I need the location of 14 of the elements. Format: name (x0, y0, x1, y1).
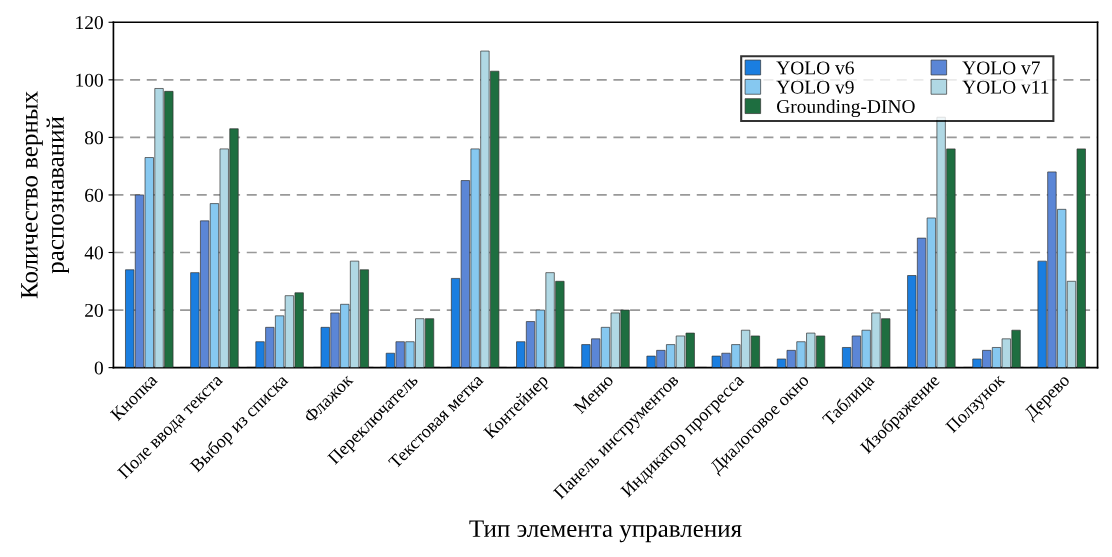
legend-label: Grounding-DINO (776, 99, 915, 118)
legend-label: YOLO v11 (962, 80, 1049, 94)
y-tick-label: 60 (85, 188, 103, 202)
legend-label: YOLO v6 (776, 61, 854, 75)
x-axis-title: Тип элемента управления (469, 520, 742, 543)
legend-label: YOLO v9 (776, 80, 854, 94)
legend-label: YOLO v7 (962, 61, 1040, 75)
y-tick-label: 120 (76, 16, 103, 30)
y-axis-title: Количество верных распознаваний (21, 91, 69, 299)
y-tick-label: 100 (76, 73, 103, 87)
y-tick-label: 0 (94, 361, 103, 375)
y-tick-label: 80 (85, 131, 103, 145)
y-tick-label: 40 (84, 246, 103, 260)
y-tick-label: 20 (85, 303, 103, 317)
